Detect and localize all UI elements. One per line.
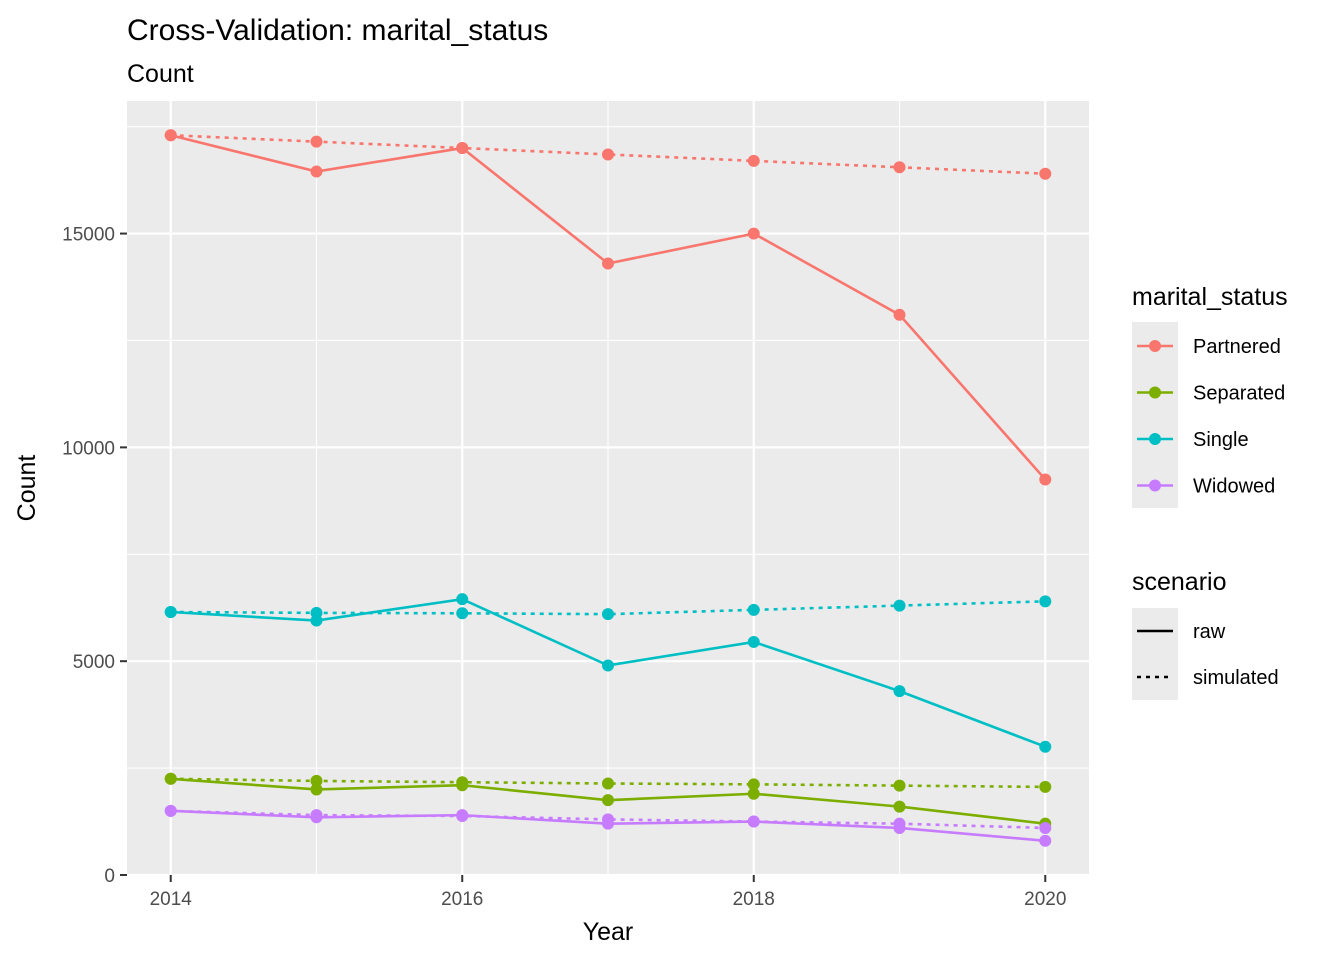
data-point-partnered-raw [893,308,906,321]
legend-linetype-key-bg [1132,608,1178,700]
data-point-partnered-simulated [1039,167,1052,180]
data-point-widowed-simulated [164,804,177,817]
data-point-partnered-raw [1039,473,1052,486]
data-point-partnered-simulated [893,161,906,174]
legend-color-key-bg [1132,322,1178,508]
y-tick-label: 0 [104,866,115,887]
data-point-single-raw [893,685,906,698]
data-point-widowed-simulated [310,809,323,822]
x-axis: 2014 2016 2018 2020 [150,875,1066,910]
y-axis: 0 5000 10000 15000 [62,225,127,887]
data-point-single-raw [747,635,760,648]
data-point-separated-simulated [310,774,323,787]
y-axis-title: Count [13,455,41,522]
data-point-separated-simulated [1039,780,1052,793]
grid-minor [127,101,1089,875]
data-point-single-simulated [310,606,323,619]
data-point-partnered-raw [747,227,760,240]
legend-label-raw: raw [1193,621,1226,643]
data-point-separated-simulated [602,777,614,790]
data-point-single-simulated [602,608,614,621]
y-tick-label: 10000 [62,438,115,459]
data-point-separated-raw [602,794,614,807]
data-point-widowed-simulated [602,813,614,826]
data-point-separated-simulated [747,778,760,791]
data-point-partnered-raw [310,165,323,178]
data-point-widowed-simulated [1039,821,1052,834]
legend: marital_status Partnered Separated Single W… [1132,283,1288,700]
legend-label-partnered: Partnered [1193,336,1281,358]
data-point-separated-raw [893,800,906,813]
data-point-partnered-simulated [456,142,469,155]
legend-label-simulated: simulated [1193,667,1279,689]
data-point-partnered-simulated [602,148,614,161]
legend-key-point-single [1149,433,1161,445]
y-tick-label: 15000 [62,225,115,246]
x-tick-label: 2020 [1024,889,1066,910]
x-tick-label: 2016 [441,889,483,910]
x-tick-label: 2018 [733,889,775,910]
legend-label-widowed: Widowed [1193,476,1275,498]
data-point-single-simulated [893,599,906,612]
data-point-widowed-simulated [747,815,760,828]
legend-linetype-items: raw simulated [1137,621,1279,689]
data-point-single-simulated [747,603,760,616]
data-point-separated-simulated [893,779,906,792]
data-point-widowed-simulated [893,817,906,830]
data-point-single-raw [456,593,469,606]
legend-linetype-title: scenario [1132,568,1227,596]
data-point-partnered-simulated [747,154,760,167]
data-point-single-simulated [456,607,469,620]
data-point-widowed-simulated [456,809,469,822]
chart-subtitle: Count [127,60,194,88]
data-point-single-simulated [1039,595,1052,608]
y-tick-label: 5000 [73,652,115,673]
legend-label-single: Single [1193,429,1249,451]
legend-color-title: marital_status [1132,283,1288,311]
legend-key-point-partnered [1149,340,1161,352]
data-point-separated-simulated [456,776,469,789]
data-point-single-raw [1039,740,1052,753]
data-point-single-simulated [164,606,177,619]
x-tick-label: 2014 [150,889,193,910]
legend-key-point-widowed [1149,479,1161,492]
data-point-partnered-raw [602,257,614,270]
chart-title: Cross-Validation: marital_status [127,14,548,47]
legend-key-point-separated [1149,386,1161,399]
data-point-separated-simulated [164,772,177,785]
legend-label-separated: Separated [1193,383,1285,405]
series-layer [164,129,1052,847]
data-point-separated-raw [310,783,323,796]
x-axis-title: Year [583,918,634,946]
data-point-separated-raw [747,787,760,800]
data-point-partnered-simulated [164,129,177,142]
data-point-partnered-simulated [310,135,323,148]
data-point-single-raw [602,659,614,672]
data-point-widowed-raw [1039,834,1052,847]
legend-color-items: Partnered Separated Single Widowed [1137,336,1285,498]
